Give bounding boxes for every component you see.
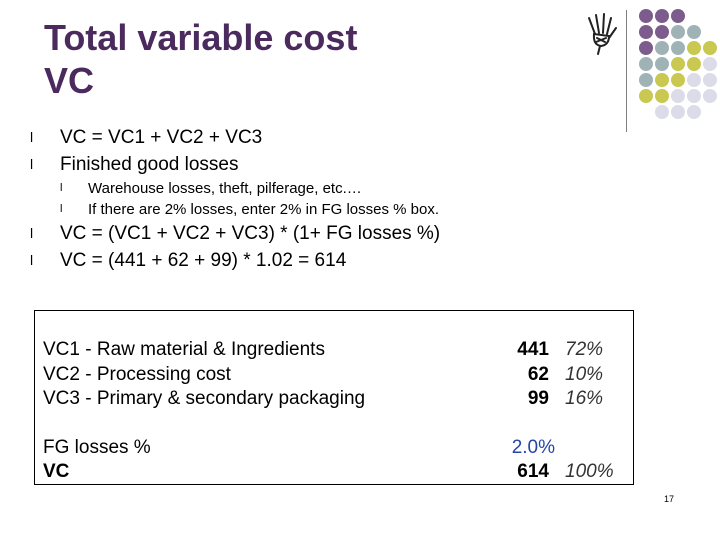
fg-losses-value[interactable]: 2.0% bbox=[511, 437, 555, 458]
decor-dot-grid bbox=[639, 9, 717, 119]
slide-title: Total variable cost VC bbox=[44, 16, 357, 102]
cost-table: VC1 - Raw material & Ingredients 441 72%… bbox=[34, 310, 634, 485]
row-value: 99 bbox=[527, 388, 549, 409]
row-label: VC3 - Primary & secondary packaging bbox=[43, 388, 366, 409]
fg-losses-label: FG losses % bbox=[43, 437, 151, 458]
title-line-2: VC bbox=[44, 60, 95, 101]
vc-total-label: VC bbox=[43, 461, 70, 482]
bullet-vc-with-losses: VC = (VC1 + VC2 + VC3) * (1+ FG losses %… bbox=[30, 220, 590, 247]
table-row: VC2 - Processing cost 62 10% bbox=[35, 362, 633, 387]
title-line-1: Total variable cost bbox=[44, 17, 358, 58]
sub-bullet-example: If there are 2% losses, enter 2% in FG l… bbox=[30, 199, 590, 220]
decor-divider bbox=[626, 10, 627, 132]
row-value: 441 bbox=[517, 339, 549, 360]
row-label: VC1 - Raw material & Ingredients bbox=[43, 339, 325, 360]
row-percent: 72% bbox=[565, 339, 604, 360]
row-percent: 10% bbox=[565, 364, 604, 385]
table-row: VC1 - Raw material & Ingredients 441 72% bbox=[35, 337, 633, 362]
row-label: VC2 - Processing cost bbox=[43, 364, 231, 385]
vc-total-value: 614 bbox=[517, 461, 549, 482]
bullet-vc-formula: VC = VC1 + VC2 + VC3 bbox=[30, 124, 590, 151]
sub-bullet-warehouse: Warehouse losses, theft, pilferage, etc.… bbox=[30, 178, 590, 199]
vc-total-percent: 100% bbox=[565, 461, 614, 482]
row-percent: 16% bbox=[565, 388, 604, 409]
bullet-vc-calculation: VC = (441 + 62 + 99) * 1.02 = 614 bbox=[30, 247, 590, 274]
table-row: VC3 - Primary & secondary packaging 99 1… bbox=[35, 386, 633, 411]
vc-total-row: VC 614 100% bbox=[35, 459, 633, 484]
bullet-fg-losses: Finished good losses bbox=[30, 151, 590, 178]
fg-losses-row: FG losses % 2.0% bbox=[35, 435, 633, 460]
row-value: 62 bbox=[527, 364, 549, 385]
hand-icon bbox=[588, 13, 617, 55]
bullet-list: VC = VC1 + VC2 + VC3 Finished good losse… bbox=[30, 124, 590, 274]
page-number: 17 bbox=[664, 494, 675, 504]
